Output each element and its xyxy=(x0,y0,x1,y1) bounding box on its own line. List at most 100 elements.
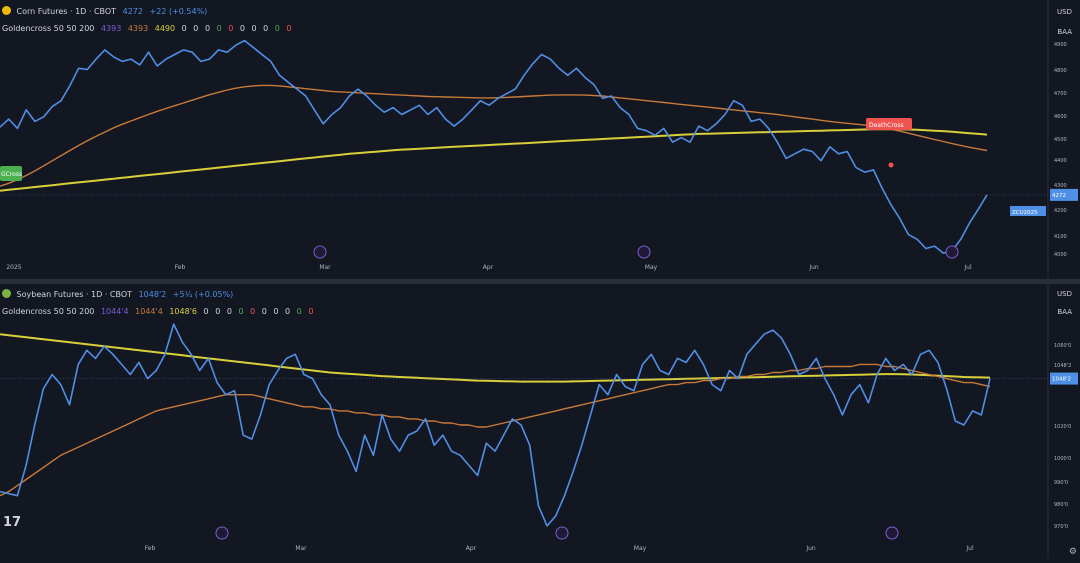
corn-ind-value: 0 xyxy=(216,24,222,33)
soy-ind-value: 1044'4 xyxy=(135,307,163,316)
corn-ind-value: 0 xyxy=(204,24,211,33)
y-tick-label: 970'0 xyxy=(1054,524,1068,530)
y-tick-label: 1048'2 xyxy=(1054,363,1071,369)
soybean-icon xyxy=(2,289,11,298)
corn-ind-value: 0 xyxy=(251,24,257,33)
event-marker xyxy=(637,245,651,259)
deathcross-tag xyxy=(866,118,912,130)
event-marker xyxy=(945,245,959,259)
corn-currency[interactable]: USD xyxy=(1057,8,1072,16)
y-tick-label: 4300 xyxy=(1054,183,1067,189)
corn-indicator-name: Goldencross 50 50 200 xyxy=(2,24,95,33)
x-tick-label: Feb xyxy=(175,264,186,271)
event-marker xyxy=(885,526,899,540)
tradingview-logo[interactable]: 17 xyxy=(3,515,22,530)
corn-scale-mode[interactable]: BAA xyxy=(1057,28,1072,36)
pane-separator xyxy=(0,279,1080,284)
series-line-50-day-ma xyxy=(0,84,988,187)
soy-ind-value: 0 xyxy=(215,307,221,316)
y-tick-label: 980'0 xyxy=(1054,502,1068,508)
corn-ind-value: 0 xyxy=(239,24,245,33)
series-line-200-day-ma xyxy=(0,128,988,192)
soy-ind-value: 0 xyxy=(285,307,291,316)
corn-title: Corn Futures · 1D · CBOT xyxy=(16,7,117,16)
x-tick-label: Mar xyxy=(319,264,331,271)
series-line-price xyxy=(0,39,988,254)
corn-ind-value: 0 xyxy=(228,24,234,33)
corn-ind-value: 4393 xyxy=(100,24,122,33)
x-tick-label: Feb xyxy=(145,545,156,552)
goldencross-label: GCross xyxy=(1,171,22,178)
x-tick-label: Jul xyxy=(965,545,974,552)
symbol-tag xyxy=(1010,206,1046,216)
event-marker xyxy=(313,245,327,259)
soy-ind-value: 1048'6 xyxy=(169,307,197,316)
soy-ind-value: 0 xyxy=(308,307,314,316)
y-tick-label: 4800 xyxy=(1054,68,1067,74)
soy-currency[interactable]: USD xyxy=(1057,290,1072,298)
soy-ind-value: 0 xyxy=(226,307,232,316)
soy-ind-value: 0 xyxy=(238,307,244,316)
soy-ind-value: 0 xyxy=(250,307,256,316)
settings-gear-icon[interactable]: ⚙ xyxy=(1068,547,1077,557)
soy-ind-value: 0 xyxy=(203,307,209,316)
soy-scale-mode[interactable]: BAA xyxy=(1057,308,1072,316)
soy-ind-value: 0 xyxy=(296,307,302,316)
soy-ind-value: 1044'4 xyxy=(100,307,129,316)
y-tick-label: 1060'0 xyxy=(1054,343,1071,349)
x-tick-label: May xyxy=(645,264,658,271)
corn-ind-value: 0 xyxy=(263,24,269,33)
event-marker xyxy=(215,526,229,540)
corn-ind-value: 0 xyxy=(274,24,280,33)
corn-price-readout: 4272 xyxy=(122,7,143,16)
soy-indicator-name: Goldencross 50 50 200 xyxy=(2,307,95,316)
x-tick-label: 2025 xyxy=(6,264,21,271)
corn-ind-value: 4393 xyxy=(127,24,149,33)
corn-legend[interactable]: Corn Futures · 1D · CBOT 4272 +22 (+0.54… xyxy=(2,6,207,17)
soy-indicator-legend[interactable]: Goldencross 50 50 200 1044'4 1044'4 1048… xyxy=(2,307,313,317)
y-tick-label: 4500 xyxy=(1054,137,1067,143)
x-tick-label: Jun xyxy=(808,264,819,271)
corn-change-readout: +22 (+0.54%) xyxy=(149,7,208,16)
last-price-badge xyxy=(1050,372,1078,385)
last-price-label: 4272 xyxy=(1052,193,1066,199)
event-marker xyxy=(555,526,569,540)
corn-ind-value: 0 xyxy=(193,24,199,33)
y-tick-label: 990'0 xyxy=(1054,480,1068,486)
soy-legend[interactable]: Soybean Futures · 1D · CBOT 1048'2 +5¼ (… xyxy=(2,289,233,300)
y-tick-label: 1020'0 xyxy=(1054,424,1071,430)
y-tick-label: 4100 xyxy=(1054,234,1067,240)
x-tick-label: Apr xyxy=(466,545,477,552)
soy-title: Soybean Futures · 1D · CBOT xyxy=(16,290,133,299)
x-tick-label: Jul xyxy=(963,264,972,271)
x-tick-label: May xyxy=(634,545,647,552)
y-tick-label: 4700 xyxy=(1054,91,1067,97)
y-tick-label: 4000 xyxy=(1054,252,1067,258)
goldencross-tag xyxy=(0,166,22,181)
deathcross-label: DeathCross xyxy=(869,122,904,129)
cross-point-marker xyxy=(888,162,894,168)
last-price-label: 1048'2 xyxy=(1052,377,1071,383)
series-line-50-day-ma xyxy=(0,363,991,497)
y-tick-label: 4600 xyxy=(1054,114,1067,120)
series-line-200-day-ma xyxy=(0,333,991,383)
soy-price-readout: 1048'2 xyxy=(138,290,167,299)
corn-icon xyxy=(2,6,11,15)
last-price-badge xyxy=(1050,188,1078,201)
y-tick-label: 4400 xyxy=(1054,158,1067,164)
corn-ind-value: 0 xyxy=(181,24,187,33)
soy-change-readout: +5¼ (+0.05%) xyxy=(172,290,234,299)
y-tick-label: 4200 xyxy=(1054,208,1067,214)
corn-indicator-legend[interactable]: Goldencross 50 50 200 4393 4393 4490 0 0… xyxy=(2,24,292,34)
soy-ind-value: 0 xyxy=(273,307,279,316)
y-tick-label: 4900 xyxy=(1054,42,1067,48)
x-tick-label: Apr xyxy=(483,264,494,271)
symbol-tag-label: ZCU2025 xyxy=(1012,210,1038,216)
corn-ind-value: 4490 xyxy=(154,24,176,33)
y-tick-label: 1000'0 xyxy=(1054,456,1071,462)
x-tick-label: Jun xyxy=(805,545,816,552)
x-tick-label: Mar xyxy=(295,545,307,552)
corn-ind-value: 0 xyxy=(286,24,292,33)
